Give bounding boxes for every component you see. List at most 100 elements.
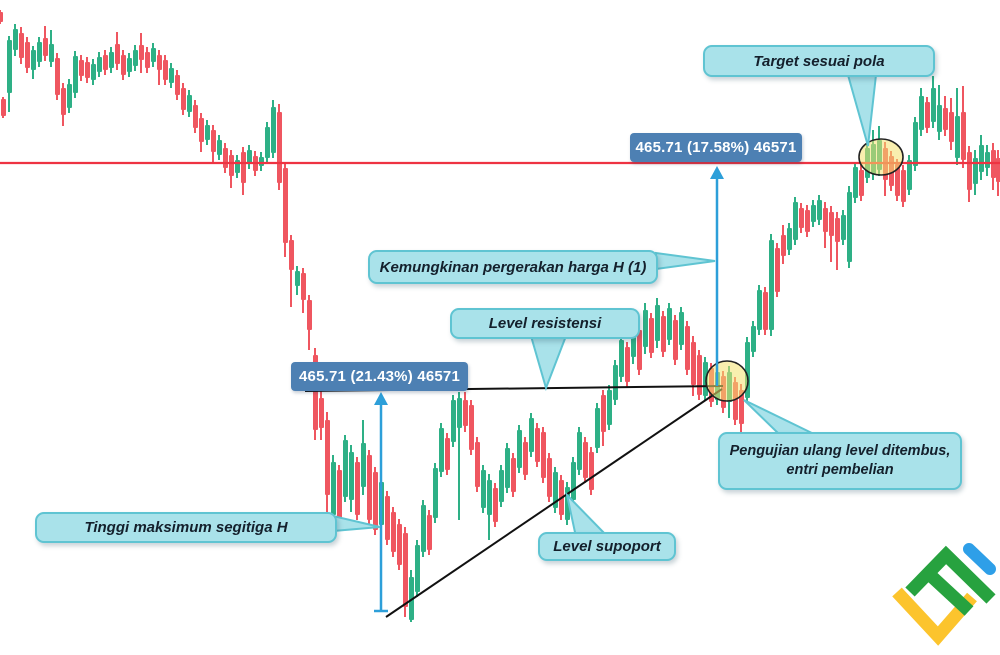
- candle-body: [144, 52, 150, 68]
- candle-body: [876, 140, 882, 170]
- candle-body: [984, 152, 990, 168]
- candle-body: [906, 160, 912, 190]
- candle-body: [180, 88, 186, 110]
- candle-body: [648, 318, 654, 353]
- candle-body: [792, 202, 798, 240]
- candle-body: [234, 160, 240, 173]
- candle-body: [258, 157, 264, 166]
- candle-body: [840, 215, 846, 240]
- candle-body: [912, 122, 918, 166]
- candle-body: [450, 400, 456, 442]
- candle-body: [240, 152, 246, 183]
- move-callout: Kemungkinan pergerakan harga H (1): [368, 250, 658, 284]
- candle-body: [810, 205, 816, 222]
- candle-body: [354, 462, 360, 515]
- candle-body: [624, 347, 630, 382]
- candle-body: [192, 105, 198, 128]
- candle-body: [294, 271, 300, 286]
- candle-body: [768, 240, 774, 330]
- candle-body: [888, 156, 894, 186]
- candle-body: [486, 480, 492, 515]
- candle-body: [474, 442, 480, 487]
- candle-body: [204, 125, 210, 140]
- move-callout-label: Kemungkinan pergerakan harga H (1): [379, 258, 647, 276]
- candle-body: [348, 452, 354, 500]
- candle-body: [408, 577, 414, 620]
- candle-body: [750, 326, 756, 352]
- candle-body: [618, 340, 624, 377]
- candle-body: [276, 112, 282, 183]
- candle-body: [990, 150, 996, 178]
- resistance-callout-label: Level resistensi: [488, 315, 602, 332]
- candle-body: [726, 372, 732, 402]
- candle-body: [108, 52, 114, 68]
- candle-body: [444, 438, 450, 470]
- candle-body: [54, 58, 60, 95]
- candle-body: [612, 365, 618, 400]
- candle-body: [222, 148, 228, 168]
- candle-body: [60, 88, 66, 115]
- candle-body: [774, 248, 780, 292]
- candle-body: [660, 316, 666, 352]
- candle-body: [522, 442, 528, 475]
- candle-body: [252, 156, 258, 171]
- target-callout-label: Target sesuai pola: [753, 52, 885, 70]
- candle-body: [852, 167, 858, 198]
- candle-body: [516, 430, 522, 468]
- candle-body: [678, 312, 684, 345]
- candle-body: [306, 300, 312, 330]
- candle-body: [780, 235, 786, 256]
- candle-body: [978, 145, 984, 172]
- resistance-callout: Level resistensi: [450, 308, 640, 339]
- candle-body: [6, 40, 12, 93]
- candle-body: [48, 44, 54, 62]
- candle-body: [372, 472, 378, 530]
- candle-body: [870, 144, 876, 174]
- candle-body: [42, 38, 48, 56]
- candle-body: [995, 158, 1000, 182]
- candle-body: [174, 75, 180, 95]
- candle-body: [432, 468, 438, 518]
- candle-body: [894, 164, 900, 196]
- candle-body: [738, 390, 744, 424]
- candle-wick: [290, 235, 292, 307]
- retest-callout-line1: Pengujian ulang level ditembus,: [729, 443, 951, 459]
- candle-body: [390, 512, 396, 552]
- candle-body: [720, 376, 726, 408]
- candle-body: [582, 442, 588, 478]
- candle-body: [228, 155, 234, 176]
- candle-body: [30, 50, 36, 70]
- candle-body: [78, 60, 84, 76]
- candle-body: [96, 57, 102, 72]
- candle-body: [930, 88, 936, 122]
- candle-body: [498, 470, 504, 502]
- candle-body: [114, 44, 120, 64]
- candle-body: [696, 355, 702, 395]
- candle-body: [270, 107, 276, 153]
- candle-body: [744, 342, 750, 398]
- candle-body: [966, 152, 972, 190]
- candle-body: [546, 458, 552, 497]
- candle-body: [654, 305, 660, 341]
- candle-body: [936, 105, 942, 132]
- candle-body: [468, 405, 474, 450]
- candle-body: [384, 496, 390, 540]
- candle-body: [576, 432, 582, 470]
- candle-body: [816, 200, 822, 220]
- candle-body: [396, 524, 402, 565]
- triangle-height-callout: Tinggi maksimum segitiga H: [35, 512, 337, 543]
- triangle-height-callout-label: Tinggi maksimum segitiga H: [84, 519, 288, 536]
- candle-body: [18, 33, 24, 58]
- candle-body: [426, 515, 432, 550]
- candle-body: [822, 208, 828, 232]
- candle-body: [246, 150, 252, 164]
- candle-body: [168, 68, 174, 83]
- candle-body: [594, 408, 600, 448]
- candle-body: [210, 130, 216, 152]
- target-callout: Target sesuai pola: [703, 45, 935, 77]
- candle-body: [564, 487, 570, 520]
- candle-body: [102, 55, 108, 70]
- candle-body: [954, 116, 960, 158]
- candle-body: [762, 292, 768, 330]
- candle-body: [330, 462, 336, 515]
